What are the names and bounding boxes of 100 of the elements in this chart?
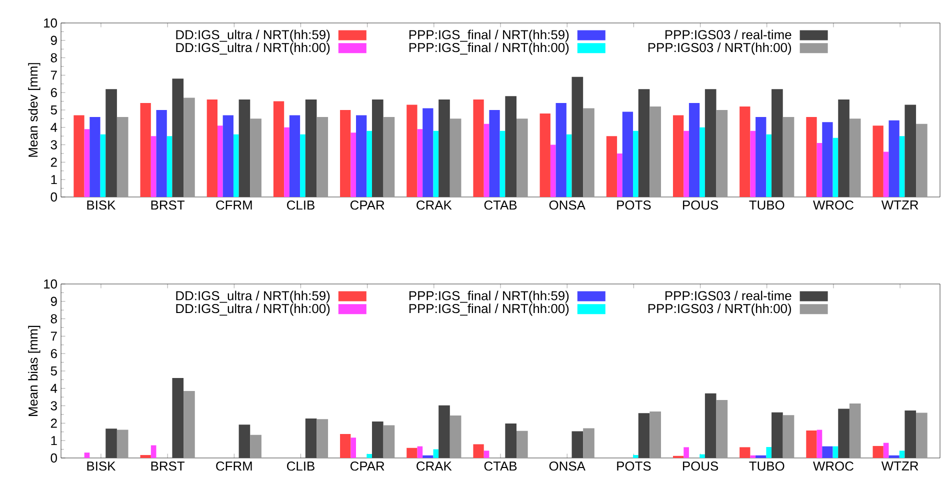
x-tick-label: TUBO: [749, 200, 784, 210]
y-tick-label: 7: [50, 70, 57, 80]
bar: [340, 110, 351, 197]
legend-label: PPP:IGS_final / NRT(hh:00): [409, 42, 569, 55]
bar: [500, 130, 506, 197]
y-tick-label: 6: [50, 88, 57, 98]
y-tick-label: 2: [50, 418, 57, 428]
bar: [250, 118, 262, 197]
bar: [505, 424, 516, 458]
bar: [316, 116, 328, 197]
bar: [822, 446, 833, 458]
bar: [750, 455, 756, 458]
bar: [806, 116, 817, 197]
bar: [450, 118, 462, 197]
bar: [888, 120, 900, 197]
bar: [740, 447, 750, 458]
bar: [806, 430, 817, 458]
bar: [438, 100, 450, 197]
bar: [433, 449, 439, 458]
bar: [650, 412, 661, 458]
bar: [218, 126, 223, 197]
x-tick-label: BRST: [151, 462, 185, 471]
y-tick-label: 5: [50, 366, 57, 376]
legend-label: PPP:IGS03 / NRT(hh:00): [648, 42, 792, 55]
bar: [684, 447, 689, 458]
bar: [606, 136, 618, 197]
legend-label: PPP:IGS03 / NRT(hh:00): [648, 304, 792, 316]
x-tick-label: CLIB: [286, 200, 314, 210]
bar: [916, 412, 928, 458]
x-tick-label: POTS: [617, 462, 651, 471]
bar: [704, 393, 716, 458]
bar: [883, 442, 889, 458]
bar: [716, 400, 728, 458]
bar: [782, 415, 794, 458]
bar: [372, 100, 384, 197]
bar: [284, 127, 290, 197]
legend-label: DD:IGS_ultra / NRT(hh:00): [176, 42, 330, 55]
bar: [383, 425, 395, 458]
bar: [238, 424, 250, 458]
bar: [772, 412, 783, 458]
bar: [150, 136, 156, 197]
bar: [422, 108, 434, 197]
bar: [450, 416, 462, 458]
bar: [672, 115, 684, 197]
x-tick-label: CPAR: [350, 462, 384, 471]
y-tick-label: 2: [50, 158, 57, 167]
bar: [583, 428, 594, 458]
y-tick-label: 1: [51, 175, 57, 184]
bar: [140, 455, 151, 458]
legend-label: DD:IGS_ultra / NRT(hh:59): [176, 30, 330, 42]
bar: [116, 116, 128, 197]
bar: [704, 89, 716, 197]
bar: [572, 431, 584, 458]
bar: [116, 430, 128, 458]
bar: [883, 152, 889, 197]
bar: [849, 118, 861, 197]
y-tick-label: 3: [50, 140, 57, 150]
bar: [473, 100, 484, 197]
bar: [872, 126, 884, 197]
x-tick-label: CLIB: [286, 462, 314, 471]
x-tick-label: CPAR: [350, 200, 384, 210]
bar: [556, 103, 566, 197]
bar: [250, 434, 262, 458]
bar: [350, 132, 356, 197]
bar: [305, 100, 317, 197]
bar: [406, 448, 418, 458]
x-tick-label: CRAK: [416, 462, 452, 471]
bar: [489, 110, 500, 197]
bar: [904, 410, 916, 458]
bar: [84, 129, 90, 197]
bar: [650, 106, 661, 197]
bar: [782, 116, 794, 197]
bar: [849, 404, 861, 458]
bar: [572, 76, 584, 197]
x-tick-label: ONSA: [549, 462, 586, 471]
bar: [417, 129, 423, 197]
bar: [700, 454, 705, 458]
y-tick-label: 9: [50, 36, 57, 45]
x-tick-label: POTS: [617, 200, 651, 210]
bar: [816, 430, 822, 458]
bar: [74, 115, 84, 197]
y-tick-label: 0: [50, 192, 57, 202]
bar: [106, 89, 117, 197]
bar: [516, 430, 528, 458]
bar: [633, 455, 638, 458]
bar: [366, 454, 372, 458]
x-tick-label: WTZR: [881, 462, 918, 470]
bar: [356, 115, 367, 197]
bar: [583, 108, 594, 197]
bar: [516, 118, 528, 197]
bar: [406, 104, 418, 197]
bar: [172, 78, 184, 197]
bar: [100, 134, 106, 197]
bar: [684, 130, 689, 197]
x-tick-label: CRAK: [416, 200, 452, 210]
bar: [772, 89, 783, 197]
bar: [904, 104, 916, 197]
y-tick-label: 8: [50, 314, 57, 324]
bar: [372, 421, 384, 458]
bar: [438, 405, 450, 458]
